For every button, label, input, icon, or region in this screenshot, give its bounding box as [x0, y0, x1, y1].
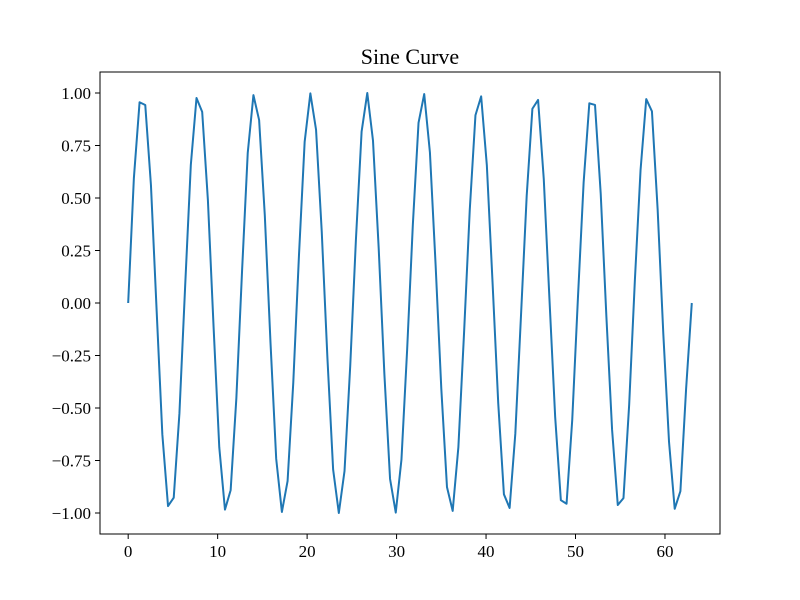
- y-tick-label: −0.50: [52, 399, 91, 418]
- plot-area: [127, 92, 693, 514]
- y-tick-label: 0.00: [61, 294, 91, 313]
- x-tick-label: 60: [656, 542, 673, 561]
- y-tick-label: 0.50: [61, 189, 91, 208]
- chart-title: Sine Curve: [361, 44, 459, 69]
- x-tick-label: 20: [299, 542, 316, 561]
- x-tick-label: 50: [567, 542, 584, 561]
- series-line-0: [127, 92, 693, 514]
- y-tick-label: −0.25: [52, 347, 91, 366]
- y-tick-label: 0.25: [61, 242, 91, 261]
- y-tick-label: −1.00: [52, 504, 91, 523]
- y-axis: 1.00 0.75 0.50 0.25 0.00 −0.25 −0.50 −0.75 −1.00: [52, 84, 100, 523]
- x-axis: 0 10 20 30 40 50 60: [124, 534, 673, 561]
- axes-frame: [99, 71, 721, 535]
- y-tick-label: 0.75: [61, 137, 91, 156]
- y-tick-label: −0.75: [52, 452, 91, 471]
- x-tick-label: 0: [124, 542, 133, 561]
- x-tick-label: 40: [478, 542, 495, 561]
- y-tick-label: 1.00: [61, 84, 91, 103]
- x-tick-label: 10: [209, 542, 226, 561]
- x-tick-label: 30: [388, 542, 405, 561]
